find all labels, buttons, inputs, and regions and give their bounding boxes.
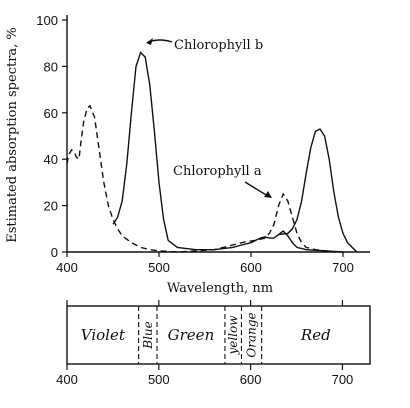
x-tick-label: 500 bbox=[148, 260, 170, 275]
series-line-2 bbox=[278, 128, 358, 253]
x-tick-label: 600 bbox=[240, 260, 262, 275]
x-tick-label: 400 bbox=[56, 260, 78, 275]
spectrum-curves bbox=[66, 51, 358, 253]
plot-axes bbox=[66, 15, 370, 253]
spectrum-tick-label: 600 bbox=[240, 372, 262, 387]
band-label-blue: Blue bbox=[141, 321, 155, 350]
spectrum-tick-label: 700 bbox=[332, 372, 354, 387]
x-axis-label: Wavelength, nm bbox=[167, 281, 273, 296]
y-tick-label: 60 bbox=[44, 106, 58, 121]
chlorophyll-a-arrowhead bbox=[264, 191, 272, 198]
band-label-yellow: yellow bbox=[226, 315, 240, 356]
series-line-1 bbox=[66, 104, 334, 253]
band-label-green: Green bbox=[168, 326, 215, 344]
y-tick-label: 40 bbox=[44, 152, 58, 167]
spectrum-tick-label: 400 bbox=[56, 372, 78, 387]
x-tick-label: 700 bbox=[332, 260, 354, 275]
spectrum-ticks: 400 500 600 700 bbox=[56, 300, 353, 387]
x-ticks: 400 500 600 700 bbox=[56, 252, 354, 275]
band-label-orange: Orange bbox=[245, 312, 259, 357]
y-tick-label: 20 bbox=[44, 199, 58, 214]
y-tick-label: 100 bbox=[36, 13, 58, 28]
y-ticks: 0 20 40 60 80 100 bbox=[36, 13, 67, 260]
band-label-red: Red bbox=[300, 326, 331, 344]
spectrum-tick-label: 500 bbox=[148, 372, 170, 387]
color-spectrum-bar bbox=[66, 305, 371, 365]
y-axis-label: Estimated absorption spectra, % bbox=[5, 27, 20, 243]
spectrum-frame bbox=[66, 305, 371, 365]
chlorophyll-a-label: Chlorophyll a bbox=[173, 164, 262, 179]
y-tick-label: 0 bbox=[51, 245, 58, 260]
chlorophyll-a-arrow bbox=[244, 181, 269, 197]
chlorophyll-b-arrowhead bbox=[146, 38, 153, 45]
series-line-0 bbox=[112, 51, 344, 253]
band-label-violet: Violet bbox=[81, 326, 126, 344]
chlorophyll-b-label: Chlorophyll b bbox=[174, 38, 263, 53]
spectrum-bands: Violet Blue Green yellow Orange Red bbox=[81, 306, 331, 364]
y-tick-label: 80 bbox=[44, 59, 58, 74]
